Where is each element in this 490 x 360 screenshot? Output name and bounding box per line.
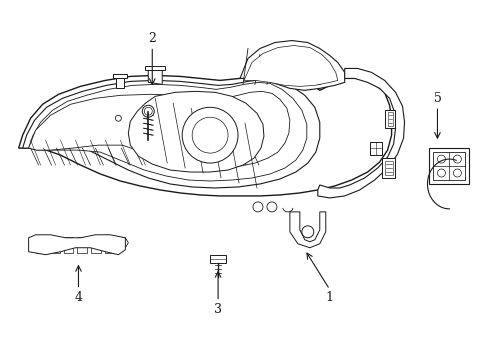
Polygon shape	[116, 76, 124, 88]
Polygon shape	[28, 82, 307, 181]
Polygon shape	[429, 148, 469, 184]
Polygon shape	[23, 80, 320, 188]
Circle shape	[115, 115, 122, 121]
Polygon shape	[148, 68, 162, 84]
Polygon shape	[434, 152, 465, 180]
Circle shape	[453, 155, 462, 163]
Polygon shape	[110, 238, 128, 248]
Circle shape	[182, 107, 238, 163]
Polygon shape	[36, 237, 46, 253]
Circle shape	[453, 169, 462, 177]
Polygon shape	[145, 67, 165, 71]
Circle shape	[302, 226, 314, 238]
Circle shape	[144, 107, 152, 115]
Circle shape	[267, 202, 277, 212]
Circle shape	[253, 202, 263, 212]
Polygon shape	[113, 75, 127, 78]
Polygon shape	[244, 45, 338, 86]
Polygon shape	[128, 91, 264, 172]
Polygon shape	[318, 68, 405, 198]
Polygon shape	[64, 237, 74, 253]
Polygon shape	[290, 212, 326, 248]
Polygon shape	[385, 110, 394, 128]
Text: 2: 2	[148, 32, 156, 45]
Polygon shape	[28, 91, 290, 167]
Circle shape	[438, 169, 445, 177]
Text: 1: 1	[326, 291, 334, 304]
Text: 4: 4	[74, 291, 82, 304]
Polygon shape	[388, 112, 392, 126]
Circle shape	[438, 155, 445, 163]
Circle shape	[192, 117, 228, 153]
Polygon shape	[385, 161, 392, 175]
Polygon shape	[49, 237, 59, 253]
Polygon shape	[92, 237, 101, 253]
Polygon shape	[369, 142, 382, 155]
Polygon shape	[210, 255, 226, 263]
Polygon shape	[19, 72, 392, 196]
Text: 5: 5	[434, 92, 441, 105]
Text: 3: 3	[214, 303, 222, 316]
Polygon shape	[382, 158, 394, 178]
Polygon shape	[28, 235, 125, 255]
Polygon shape	[240, 41, 345, 90]
Polygon shape	[105, 237, 115, 253]
Polygon shape	[77, 237, 87, 253]
Circle shape	[142, 105, 154, 117]
